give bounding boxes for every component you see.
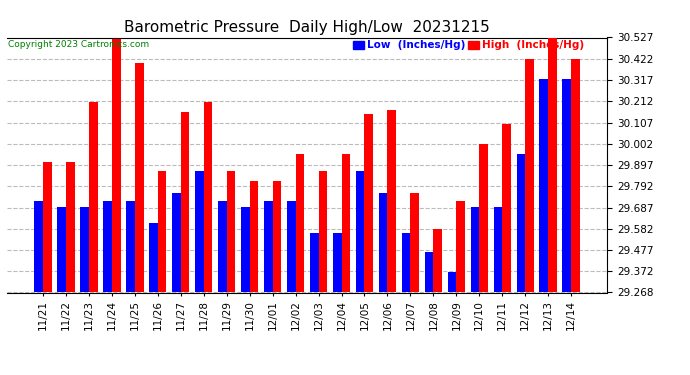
Bar — [172, 193, 181, 292]
Bar — [562, 80, 571, 292]
Bar — [549, 37, 557, 292]
Bar — [364, 114, 373, 292]
Bar — [379, 193, 388, 292]
Bar — [517, 154, 525, 292]
Bar — [34, 201, 43, 292]
Bar — [502, 124, 511, 292]
Bar — [319, 171, 327, 292]
Bar — [471, 207, 480, 292]
Bar — [540, 80, 549, 292]
Bar — [448, 272, 456, 292]
Bar — [310, 233, 319, 292]
Bar — [456, 201, 465, 292]
Bar — [89, 102, 97, 292]
Bar — [264, 201, 273, 292]
Bar — [273, 181, 282, 292]
Bar — [525, 59, 534, 292]
Bar — [295, 154, 304, 292]
Bar — [493, 207, 502, 292]
Title: Barometric Pressure  Daily High/Low  20231215: Barometric Pressure Daily High/Low 20231… — [124, 20, 490, 35]
Bar — [126, 201, 135, 292]
Bar — [571, 59, 580, 292]
Bar — [226, 171, 235, 292]
Bar — [43, 162, 52, 292]
Bar — [181, 112, 190, 292]
Bar — [135, 63, 144, 292]
Bar — [149, 223, 158, 292]
Bar — [158, 171, 166, 292]
Bar — [356, 171, 364, 292]
Bar — [287, 201, 295, 292]
Bar — [411, 193, 419, 292]
Bar — [66, 162, 75, 292]
Bar — [333, 233, 342, 292]
Bar — [402, 233, 411, 292]
Text: Copyright 2023 Cartronics.com: Copyright 2023 Cartronics.com — [8, 40, 148, 49]
Legend: Low  (Inches/Hg), High  (Inches/Hg): Low (Inches/Hg), High (Inches/Hg) — [353, 40, 584, 50]
Bar — [342, 154, 351, 292]
Bar — [480, 144, 488, 292]
Bar — [112, 39, 121, 292]
Bar — [57, 207, 66, 292]
Bar — [241, 207, 250, 292]
Bar — [103, 201, 112, 292]
Bar — [433, 229, 442, 292]
Bar — [250, 181, 258, 292]
Bar — [204, 102, 213, 292]
Bar — [424, 252, 433, 292]
Bar — [218, 201, 226, 292]
Bar — [80, 207, 89, 292]
Bar — [195, 171, 204, 292]
Bar — [388, 110, 396, 292]
